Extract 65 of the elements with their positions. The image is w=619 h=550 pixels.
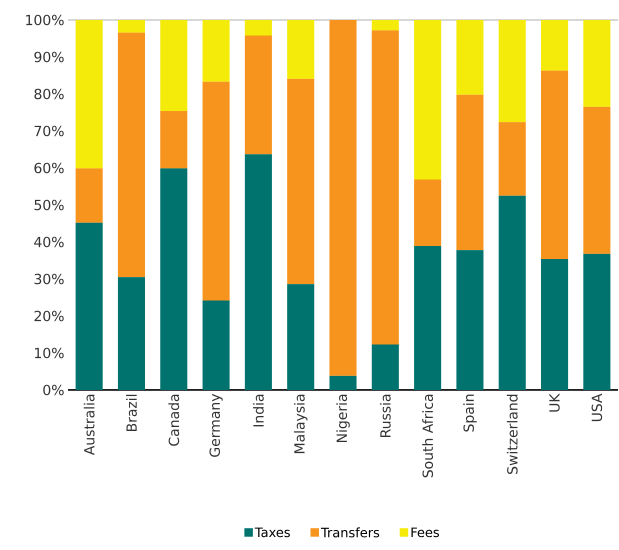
bar (414, 20, 442, 180)
bar (372, 344, 399, 390)
bar (456, 20, 484, 95)
x-tick-label: USA (592, 394, 602, 422)
bar (287, 20, 314, 79)
x-tick-label: Spain (463, 394, 477, 432)
y-tick-label: 50% (34, 200, 64, 210)
bar (118, 20, 146, 33)
bar (287, 78, 314, 284)
bar (541, 70, 568, 260)
bar (202, 300, 230, 390)
bar (456, 94, 484, 250)
y-tick-label: 30% (34, 274, 64, 284)
bar (541, 259, 568, 390)
x-tick-label: Switzerland (506, 394, 518, 474)
bar (160, 111, 188, 168)
bar (76, 20, 103, 168)
bar (244, 154, 272, 390)
y-tick-label: 100% (26, 14, 64, 26)
legend-label: Taxes (254, 528, 290, 538)
bar (118, 277, 146, 390)
x-tick-label: Malaysia (294, 394, 308, 454)
x-tick-label: Brazil (126, 394, 137, 432)
bar (498, 196, 526, 390)
y-tick-label: 90% (34, 52, 64, 62)
bar (202, 82, 230, 300)
y-tick-label: 0% (43, 384, 64, 396)
legend-label: Transfers (320, 527, 380, 538)
bar (160, 20, 188, 112)
x-tick-label: Germany (209, 394, 223, 457)
bar (329, 376, 357, 390)
bar (583, 254, 610, 390)
bar (244, 20, 272, 36)
legend-label: Fees (411, 528, 440, 538)
y-tick-label: 40% (34, 236, 64, 248)
bar (372, 20, 399, 30)
bar (244, 36, 272, 154)
x-tick-label: Nigeria (336, 394, 350, 442)
x-tick-label: India (253, 394, 264, 426)
bar (583, 20, 610, 107)
x-tick-label: UK (549, 393, 560, 412)
x-tick-label: South Africa (422, 394, 434, 478)
bar (329, 20, 357, 376)
bar (414, 179, 442, 246)
bar (287, 284, 314, 390)
bar (202, 20, 230, 82)
y-tick-label: 20% (34, 310, 64, 322)
bar (498, 122, 526, 196)
bar (76, 168, 103, 223)
x-tick-label: Australia (84, 394, 95, 456)
x-tick-label: Russia (380, 394, 391, 437)
y-tick-label: 70% (34, 126, 64, 136)
bar (160, 168, 188, 390)
bar (456, 250, 484, 390)
bar (76, 222, 103, 390)
bar (583, 106, 610, 254)
x-tick-label: Canada (168, 394, 180, 446)
y-tick-label: 60% (34, 162, 64, 174)
y-tick-label: 80% (34, 88, 64, 100)
y-tick-label: 10% (35, 348, 64, 358)
bar (372, 30, 399, 344)
bar (541, 20, 568, 71)
bar (414, 246, 442, 390)
bar (498, 20, 526, 122)
bar (118, 32, 146, 278)
